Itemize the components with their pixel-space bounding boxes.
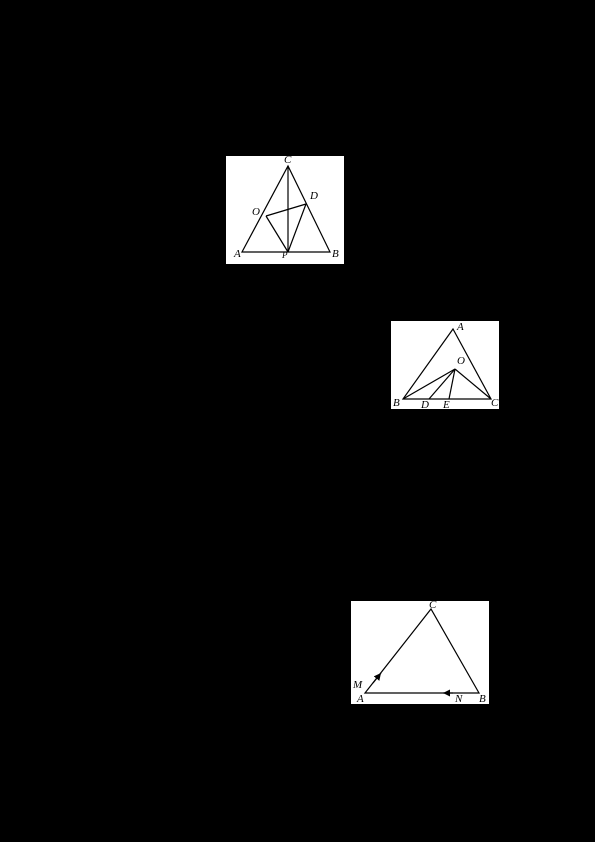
- page: A B C D O P A B C D E O: [0, 0, 595, 842]
- label-O: O: [457, 355, 465, 367]
- label-B: B: [479, 693, 486, 705]
- label-C: C: [429, 599, 436, 611]
- label-N: N: [455, 693, 462, 705]
- label-D: D: [421, 399, 429, 411]
- label-A: A: [457, 321, 464, 333]
- figure-1: A B C D O P: [225, 155, 345, 265]
- figure-2-svg: [391, 321, 501, 411]
- label-E: E: [443, 399, 450, 411]
- label-O: O: [252, 206, 260, 218]
- label-M: M: [353, 679, 362, 691]
- figure-3-svg: [351, 601, 491, 706]
- figure-3: A B C M N: [350, 600, 490, 705]
- label-A: A: [234, 248, 241, 260]
- label-P: P: [282, 250, 288, 260]
- label-D: D: [310, 190, 318, 202]
- label-B: B: [393, 397, 400, 409]
- label-A: A: [357, 693, 364, 705]
- figure-2: A B C D E O: [390, 320, 500, 410]
- label-B: B: [332, 248, 339, 260]
- label-C: C: [491, 397, 498, 409]
- label-C: C: [284, 154, 291, 166]
